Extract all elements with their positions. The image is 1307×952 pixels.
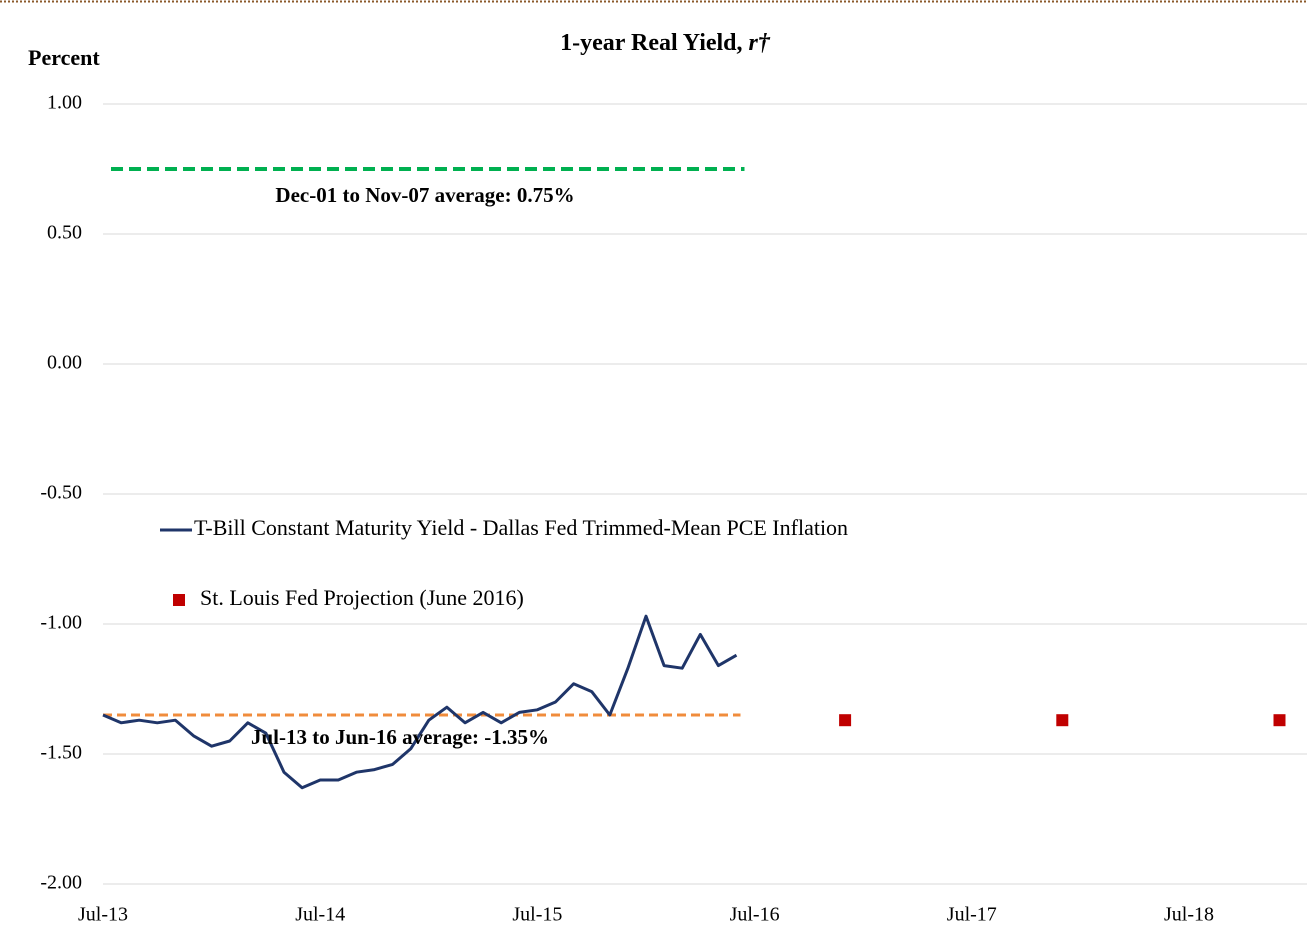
projection-marker <box>839 714 852 727</box>
title-symbol: r† <box>749 30 771 56</box>
chart-title: 1-year Real Yield, r† <box>560 30 771 56</box>
y-tick-label: 1.00 <box>47 92 82 114</box>
y-tick-label: 0.50 <box>47 222 82 244</box>
x-tick-label: Jul-17 <box>947 904 997 926</box>
projection-marker <box>1273 714 1286 727</box>
x-tick-label: Jul-18 <box>1164 904 1214 926</box>
y-tick-label: -1.50 <box>40 742 82 764</box>
x-tick-label: Jul-16 <box>730 904 780 926</box>
y-tick-label: -2.00 <box>40 872 82 894</box>
legend-swatch <box>173 594 185 606</box>
y-axis-label: Percent <box>28 45 100 70</box>
data-line <box>102 614 738 790</box>
y-tick-label: -1.00 <box>40 612 82 634</box>
reference-label: Jul-13 to Jun-16 average: -1.35% <box>251 725 549 749</box>
legend-label: T-Bill Constant Maturity Yield - Dallas … <box>194 515 848 540</box>
x-tick-label: Jul-13 <box>78 904 128 926</box>
x-tick-label: Jul-14 <box>295 904 345 926</box>
y-tick-label: 0.00 <box>47 352 82 374</box>
title-text: 1-year Real Yield, <box>560 30 742 56</box>
reference-label: Dec-01 to Nov-07 average: 0.75% <box>275 183 574 207</box>
y-tick-label: -0.50 <box>40 482 82 504</box>
projection-marker <box>1056 714 1069 727</box>
x-tick-label: Jul-15 <box>512 904 562 926</box>
legend-label: St. Louis Fed Projection (June 2016) <box>200 585 524 610</box>
